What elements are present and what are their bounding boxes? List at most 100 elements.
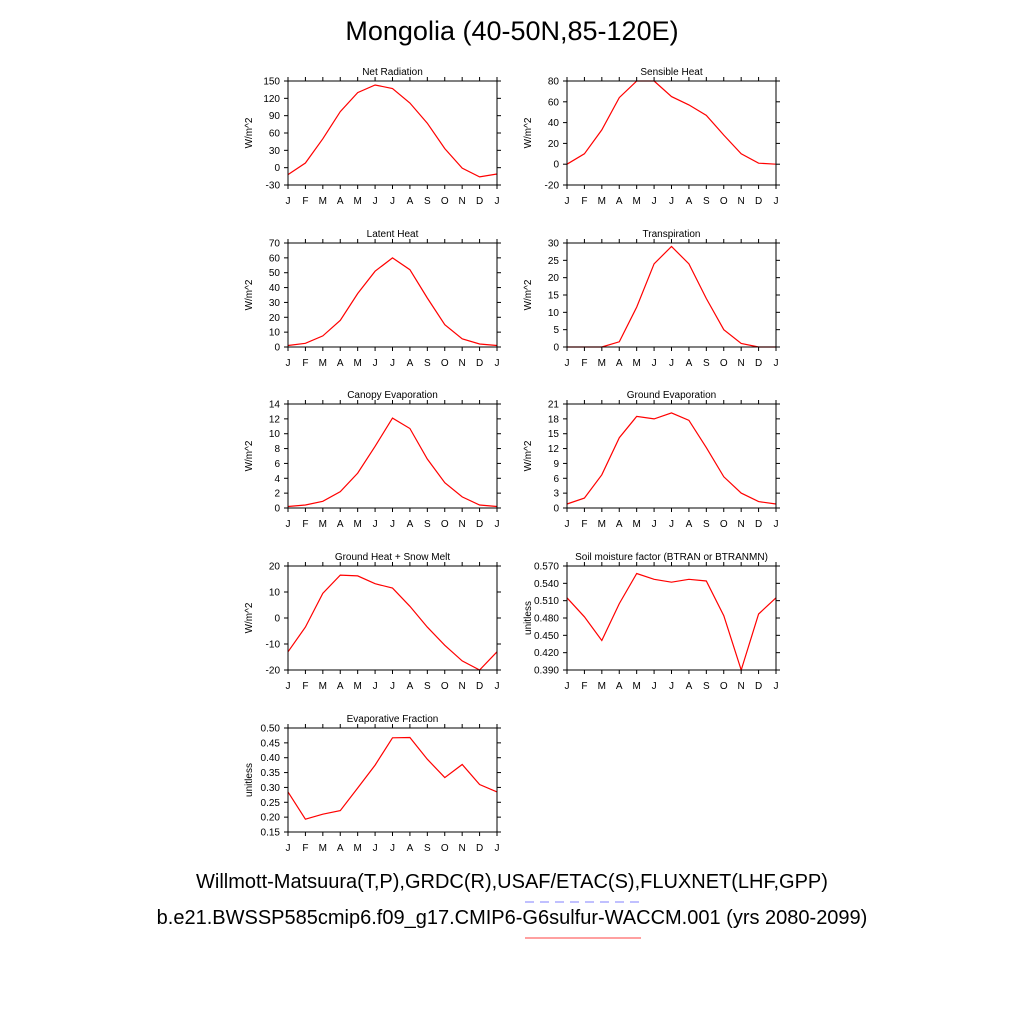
- panel-title: Sensible Heat: [640, 67, 702, 78]
- y-tick-label: 0.30: [261, 783, 281, 794]
- y-axis-label: W/m^2: [523, 440, 534, 471]
- y-tick-label: 10: [548, 308, 560, 319]
- y-tick-label: 0.50: [261, 724, 281, 735]
- y-tick-label: 6: [274, 459, 280, 470]
- x-tick-label: S: [424, 681, 431, 692]
- plot-frame-ground-evaporation: [566, 403, 777, 509]
- chart-panel-evaporative-fraction: J F M A M J J A S O N D J0.150.200.250.300.350.400.4…: [244, 714, 501, 854]
- y-tick-label: 12: [548, 444, 560, 455]
- x-tick-label: J: [774, 358, 779, 369]
- x-tick-label: S: [703, 681, 710, 692]
- x-tick-label: A: [337, 358, 344, 369]
- x-tick-label: M: [598, 681, 606, 692]
- x-tick-label: A: [337, 519, 344, 530]
- x-tick-label: O: [441, 843, 449, 854]
- x-tick-label: A: [407, 681, 414, 692]
- y-axis-label: W/m^2: [523, 117, 534, 148]
- plot-frame-canopy-evaporation: [287, 403, 498, 509]
- y-tick-label: 21: [548, 400, 560, 411]
- y-tick-label: 6: [553, 474, 559, 485]
- x-tick-label: D: [755, 196, 762, 207]
- x-tick-label: J: [373, 681, 378, 692]
- y-axis-label: unitless: [244, 763, 255, 797]
- y-tick-label: 0: [553, 343, 559, 354]
- series-line-ground-evaporation: [566, 412, 777, 505]
- plot-frame-evaporative-fraction: [287, 727, 498, 833]
- x-tick-label: F: [581, 519, 587, 530]
- x-tick-label: O: [441, 681, 449, 692]
- x-tick-label: J: [390, 519, 395, 530]
- y-tick-label: 10: [269, 429, 281, 440]
- series-line-latent-heat: [287, 257, 498, 347]
- x-tick-label: A: [616, 196, 623, 207]
- y-axis-label: unitless: [523, 601, 534, 635]
- y-tick-label: -10: [266, 640, 281, 651]
- y-tick-label: 9: [553, 459, 559, 470]
- plot-frame-transpiration: [566, 242, 777, 348]
- main-title: Mongolia (40-50N,85-120E): [345, 16, 679, 46]
- y-tick-label: 30: [269, 146, 281, 157]
- x-tick-label: J: [774, 196, 779, 207]
- x-tick-label: M: [319, 358, 327, 369]
- x-tick-label: J: [373, 358, 378, 369]
- x-tick-label: S: [424, 519, 431, 530]
- x-tick-label: J: [565, 358, 570, 369]
- x-tick-label: J: [669, 681, 674, 692]
- y-tick-label: 70: [269, 239, 281, 250]
- x-tick-label: O: [720, 681, 728, 692]
- y-tick-label: 5: [553, 325, 559, 336]
- x-tick-label: A: [616, 519, 623, 530]
- y-tick-label: 0.480: [534, 614, 559, 625]
- x-tick-label: S: [424, 843, 431, 854]
- x-tick-label: O: [441, 196, 449, 207]
- y-tick-label: 60: [269, 253, 281, 264]
- y-tick-label: 0: [274, 163, 280, 174]
- y-tick-label: 14: [269, 400, 281, 411]
- x-tick-label: J: [373, 843, 378, 854]
- y-tick-label: 0.35: [261, 768, 281, 779]
- x-tick-label: D: [476, 196, 483, 207]
- x-tick-label: J: [565, 681, 570, 692]
- y-tick-label: 12: [269, 414, 281, 425]
- y-tick-label: 60: [269, 129, 281, 140]
- x-tick-label: A: [337, 196, 344, 207]
- x-tick-label: D: [476, 358, 483, 369]
- y-tick-label: 2: [274, 489, 280, 500]
- y-tick-label: 0: [553, 504, 559, 515]
- x-tick-label: O: [441, 519, 449, 530]
- x-tick-label: F: [302, 358, 308, 369]
- series-line-canopy-evaporation: [287, 417, 498, 508]
- x-tick-label: J: [286, 843, 291, 854]
- plot-frame-ground-heat-snow-melt: [287, 565, 498, 671]
- x-tick-label: J: [565, 196, 570, 207]
- series-line-net-radiation: [287, 84, 498, 178]
- x-tick-label: J: [390, 196, 395, 207]
- x-tick-label: J: [495, 196, 500, 207]
- y-tick-label: 0.25: [261, 798, 281, 809]
- x-tick-label: F: [302, 519, 308, 530]
- x-tick-label: F: [302, 681, 308, 692]
- x-tick-label: M: [319, 681, 327, 692]
- x-tick-label: F: [581, 681, 587, 692]
- x-tick-label: O: [441, 358, 449, 369]
- x-tick-label: J: [286, 196, 291, 207]
- x-tick-label: A: [337, 681, 344, 692]
- series-line-ground-heat-snow-melt: [287, 574, 498, 671]
- x-tick-label: M: [353, 196, 361, 207]
- y-tick-label: 50: [269, 268, 281, 279]
- chart-panel-transpiration: J F M A M J J A S O N D J051015202530TranspirationW/…: [523, 229, 780, 369]
- y-tick-label: 0: [274, 614, 280, 625]
- y-axis-label: W/m^2: [244, 279, 255, 310]
- x-tick-label: M: [353, 843, 361, 854]
- x-tick-label: F: [581, 196, 587, 207]
- x-tick-label: A: [686, 519, 693, 530]
- x-tick-label: J: [373, 519, 378, 530]
- y-tick-label: 40: [548, 118, 560, 129]
- y-tick-label: 0.390: [534, 666, 559, 677]
- x-tick-label: F: [581, 358, 587, 369]
- y-tick-label: 80: [548, 77, 560, 88]
- x-tick-label: D: [476, 519, 483, 530]
